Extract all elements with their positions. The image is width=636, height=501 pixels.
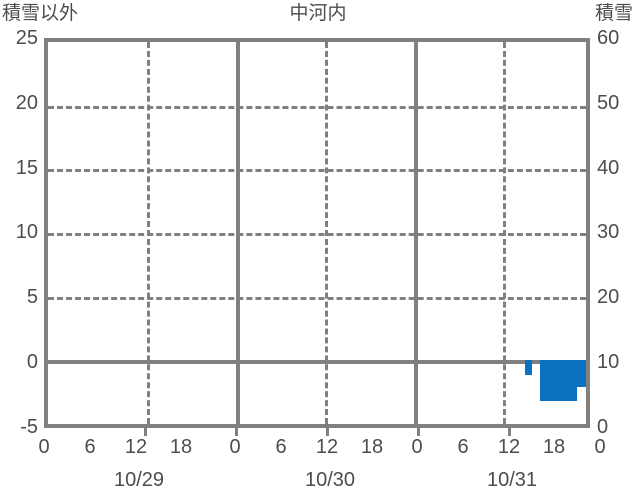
gridline-y-20	[48, 105, 586, 109]
left-tick-15: 15	[15, 157, 38, 179]
right-tick-0: 0	[597, 416, 609, 438]
plot-area	[44, 38, 590, 428]
gridline-x-1030-00	[236, 42, 240, 424]
left-axis-title: 積雪以外	[2, 3, 79, 24]
xtick-label-9: 6	[457, 436, 469, 458]
xtick-mark-1031-12	[508, 428, 511, 436]
bar-1031-15	[525, 360, 532, 376]
left-tick-0: 0	[26, 351, 38, 373]
right-axis-title: 積雪	[594, 3, 633, 24]
right-tick-50: 50	[597, 92, 620, 114]
day-label-1029: 10/29	[113, 469, 165, 491]
left-tick-5: 5	[26, 286, 38, 308]
xtick-label-5: 6	[275, 436, 287, 458]
xtick-label-7: 18	[360, 436, 384, 458]
gridline-y-10	[48, 233, 586, 236]
xtick-label-3: 18	[169, 436, 193, 458]
day-label-1031: 10/31	[486, 469, 538, 491]
gridline-y-15	[48, 169, 586, 173]
xtick-mark-1029-12	[144, 428, 147, 436]
zero-line	[48, 360, 586, 365]
xtick-label-6: 12	[315, 436, 339, 458]
left-tick--5: -5	[20, 416, 38, 438]
left-tick-25: 25	[15, 27, 38, 49]
left-tick-10: 10	[15, 221, 38, 243]
plot-inner	[48, 42, 586, 424]
right-tick-10: 10	[597, 351, 620, 373]
right-tick-40: 40	[597, 157, 620, 179]
gridline-x-1029-12	[147, 42, 150, 424]
gridline-x-1030-12	[325, 42, 328, 424]
bar-1031-21	[570, 360, 586, 388]
xtick-mark-1030-12	[326, 428, 329, 436]
gridline-x-1031-00	[414, 42, 418, 424]
xtick-label-8: 0	[411, 436, 423, 458]
day-label-1030: 10/30	[304, 469, 356, 491]
gridline-y-5	[48, 296, 586, 300]
xtick-label-0: 0	[38, 436, 50, 458]
xtick-mark-1030-00	[235, 428, 238, 436]
gridline-x-1031-12	[503, 42, 506, 424]
left-tick-20: 20	[15, 92, 38, 114]
xtick-label-2: 12	[124, 436, 148, 458]
xtick-label-1: 6	[84, 436, 96, 458]
xtick-label-12: 0	[594, 436, 606, 458]
xtick-label-4: 0	[229, 436, 241, 458]
xtick-label-10: 12	[497, 436, 521, 458]
right-tick-20: 20	[597, 286, 620, 308]
right-tick-60: 60	[597, 27, 620, 49]
xtick-mark-1031-00	[417, 428, 420, 436]
xtick-label-11: 18	[542, 436, 566, 458]
chart-title: 中河内	[289, 3, 347, 24]
right-tick-30: 30	[597, 221, 620, 243]
